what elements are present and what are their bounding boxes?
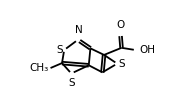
Text: OH: OH <box>140 45 156 55</box>
Text: S: S <box>68 78 75 88</box>
Text: S: S <box>118 59 125 69</box>
Text: S: S <box>57 45 63 55</box>
Text: N: N <box>75 25 83 36</box>
Text: O: O <box>116 20 125 30</box>
Text: CH₃: CH₃ <box>29 63 48 73</box>
